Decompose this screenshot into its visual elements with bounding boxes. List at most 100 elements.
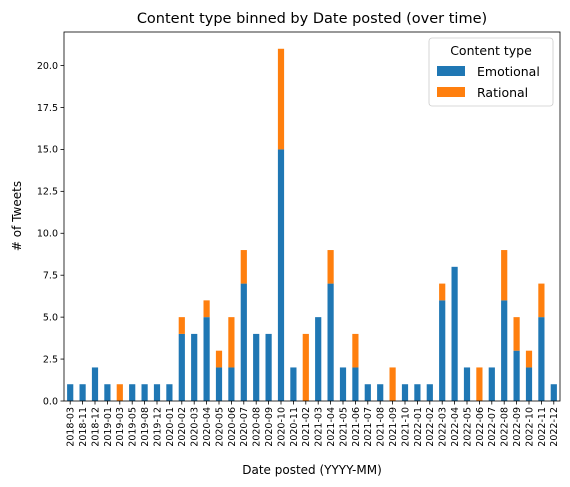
legend-title: Content type [450, 43, 532, 58]
bar-rational-2022-09 [513, 317, 520, 351]
bar-rational-2020-06 [228, 317, 235, 368]
bar-emotional-2021-03 [315, 317, 322, 401]
x-tick-label: 2020-03 [190, 407, 201, 447]
x-tick-label: 2019-12 [152, 407, 163, 447]
bar-emotional-2019-01 [104, 384, 111, 401]
x-tick-label: 2022-11 [537, 407, 548, 447]
y-axis: 0.0 2.5 5.0 7.5 10.0 12.5 15.0 17.5 20.0 [37, 61, 64, 407]
bar-emotional-2020-10 [277, 149, 285, 401]
legend-swatch-emotional [437, 66, 465, 76]
x-tick-label: 2020-01 [165, 407, 176, 447]
bar-emotional-2020-07 [240, 283, 247, 401]
bar-emotional-2018-11 [79, 384, 86, 401]
bar-emotional-2022-05 [463, 367, 471, 401]
bar-rational-2020-05 [215, 350, 223, 368]
bar-rational-2022-03 [439, 283, 446, 301]
chart-title: Content type binned by Date posted (over… [137, 11, 487, 27]
y-tick-label: 10.0 [37, 229, 58, 240]
y-tick-label: 0.0 [43, 396, 58, 407]
bar-emotional-2018-03 [67, 384, 74, 401]
x-tick-label: 2018-12 [90, 407, 101, 447]
plot-frame [63, 31, 561, 402]
x-tick-label: 2019-03 [115, 407, 126, 447]
x-tick-label: 2020-10 [276, 407, 287, 447]
y-tick-label: 17.5 [37, 103, 58, 114]
y-tick-label: 12.5 [37, 187, 58, 198]
x-tick-label: 2018-11 [78, 407, 89, 447]
x-tick-label: 2022-09 [512, 407, 523, 447]
bar-emotional-2021-05 [339, 367, 347, 401]
bars-layer [67, 48, 557, 401]
bar-rational-2021-04 [327, 250, 334, 284]
x-tick-label: 2018-03 [66, 407, 77, 447]
x-tick-label: 2022-05 [462, 407, 473, 447]
bar-emotional-2022-10 [525, 367, 533, 401]
x-tick-label: 2020-09 [264, 407, 275, 447]
x-tick-label: 2020-05 [214, 407, 225, 447]
bar-emotional-2021-07 [364, 384, 371, 401]
bar-rational-2022-11 [538, 283, 545, 318]
legend-label-rational: Rational [477, 85, 528, 100]
bar-emotional-2019-08 [141, 384, 148, 401]
bar-rational-2020-07 [240, 250, 247, 284]
bar-rational-2021-06 [352, 333, 359, 368]
bar-emotional-2021-06 [352, 367, 359, 401]
bar-emotional-2020-03 [191, 333, 198, 401]
bar-emotional-2020-11 [290, 367, 297, 401]
bar-rational-2020-10 [277, 48, 285, 150]
x-axis-label: Date posted (YYYY-MM) [242, 463, 382, 477]
x-tick-label: 2021-05 [338, 407, 349, 447]
bar-emotional-2022-08 [501, 300, 508, 401]
x-tick-label: 2022-04 [450, 407, 461, 447]
x-tick-label: 2021-09 [388, 407, 399, 447]
y-tick-label: 7.5 [43, 271, 58, 282]
legend: Content type Emotional Rational [428, 37, 554, 107]
y-tick-label: 15.0 [37, 145, 58, 156]
x-tick-label: 2021-08 [376, 407, 387, 447]
x-tick-label: 2022-08 [500, 407, 511, 447]
bar-emotional-2022-01 [414, 384, 421, 401]
x-tick-label: 2020-08 [252, 407, 263, 447]
x-tick-label: 2022-12 [549, 407, 560, 447]
legend-label-emotional: Emotional [477, 64, 540, 79]
y-tick-label: 5.0 [43, 312, 58, 323]
bar-rational-2022-10 [525, 350, 533, 368]
y-axis-label: # of Tweets [10, 181, 24, 251]
x-tick-label: 2022-10 [524, 407, 535, 447]
bar-emotional-2022-11 [538, 317, 545, 401]
bar-emotional-2022-07 [488, 367, 495, 401]
x-tick-label: 2022-07 [487, 407, 498, 447]
legend-swatch-rational [437, 87, 465, 97]
bar-rational-2020-02 [178, 317, 185, 334]
x-tick-label: 2022-06 [475, 407, 486, 447]
x-axis: 2018-03 2018-11 2018-12 2019-01 2019-03 2019-… [66, 401, 560, 447]
x-tick-label: 2019-01 [103, 407, 114, 447]
x-tick-label: 2020-06 [227, 407, 238, 447]
bar-emotional-2020-02 [178, 333, 185, 401]
x-tick-label: 2019-05 [128, 407, 139, 447]
x-tick-label: 2021-02 [301, 407, 312, 447]
bar-emotional-2018-12 [91, 367, 99, 401]
bar-rational-2022-08 [501, 250, 508, 301]
y-tick-label: 20.0 [37, 61, 58, 72]
x-tick-label: 2022-01 [413, 407, 424, 447]
x-tick-label: 2022-03 [438, 407, 449, 447]
bar-emotional-2022-04 [451, 266, 458, 401]
bar-emotional-2020-09 [265, 333, 272, 401]
bar-emotional-2021-04 [327, 283, 334, 401]
bar-emotional-2020-06 [228, 367, 235, 401]
bar-emotional-2022-12 [550, 384, 557, 401]
bar-emotional-2019-05 [129, 384, 136, 401]
bar-rational-2021-02 [302, 333, 309, 401]
x-tick-label: 2021-04 [326, 407, 337, 447]
bar-rational-2022-06 [476, 367, 483, 401]
x-tick-label: 2020-11 [289, 407, 300, 447]
bar-emotional-2020-01 [166, 384, 173, 401]
y-tick-label: 2.5 [43, 354, 58, 365]
x-tick-label: 2021-03 [314, 407, 325, 447]
bar-emotional-2022-09 [513, 350, 520, 401]
bar-rational-2019-03 [116, 384, 123, 401]
bar-emotional-2022-02 [426, 384, 433, 401]
bar-emotional-2021-10 [401, 384, 409, 401]
